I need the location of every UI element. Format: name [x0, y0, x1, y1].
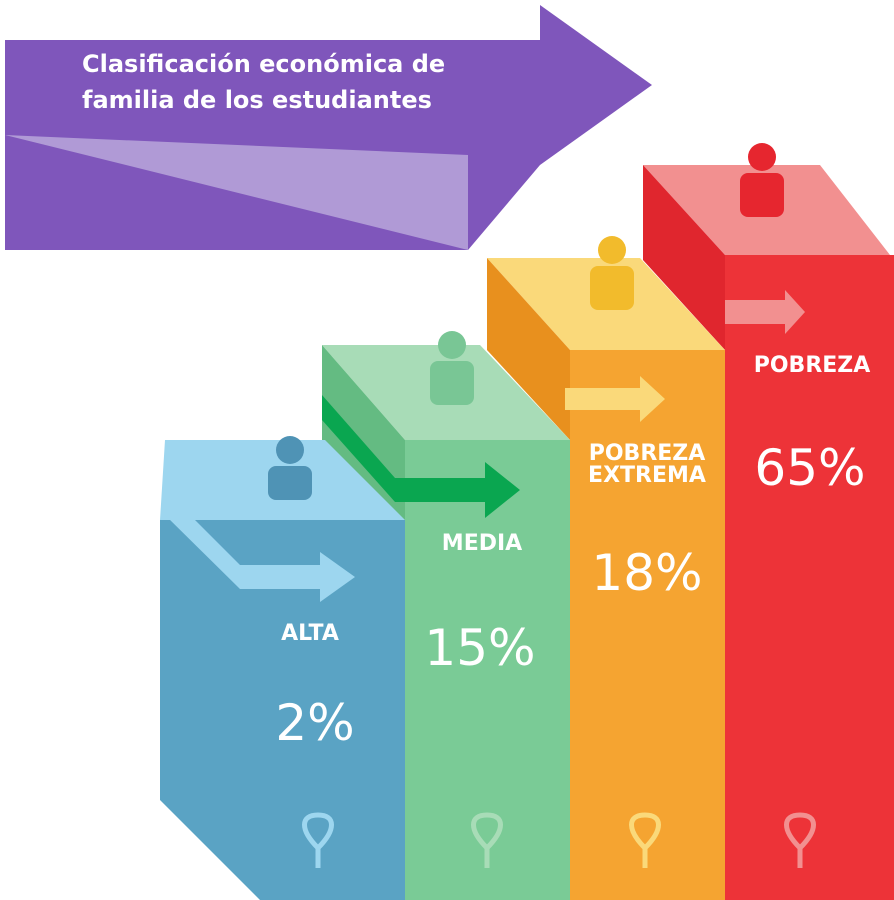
arrow	[725, 290, 805, 334]
block-side	[487, 258, 570, 440]
block-front	[405, 440, 570, 900]
person-icon	[740, 143, 784, 217]
category-label: MEDIA	[442, 531, 522, 556]
value-label: 18%	[591, 544, 702, 602]
block-front	[160, 520, 405, 900]
person-icon	[268, 436, 312, 500]
arrow	[165, 490, 355, 602]
title-line: Clasificación económica de	[82, 50, 445, 78]
pin-icons	[302, 812, 816, 868]
person-icon	[590, 236, 634, 310]
title-arrow	[5, 5, 652, 165]
block-side	[643, 165, 725, 350]
category-label: POBREZA	[589, 441, 706, 466]
value-label: 15%	[424, 619, 535, 677]
value-label: 2%	[275, 694, 354, 752]
person-icon	[430, 331, 474, 405]
block-front	[570, 350, 725, 900]
banner-shade	[5, 135, 468, 250]
category-label: ALTA	[281, 621, 339, 646]
arrow	[565, 376, 665, 422]
value-label: 65%	[754, 439, 865, 497]
category-label: EXTREMA	[588, 463, 706, 488]
category-label: POBREZA	[754, 353, 871, 378]
title-line: familia de los estudiantes	[82, 86, 432, 114]
arrow	[322, 395, 520, 518]
block-front	[725, 255, 894, 900]
